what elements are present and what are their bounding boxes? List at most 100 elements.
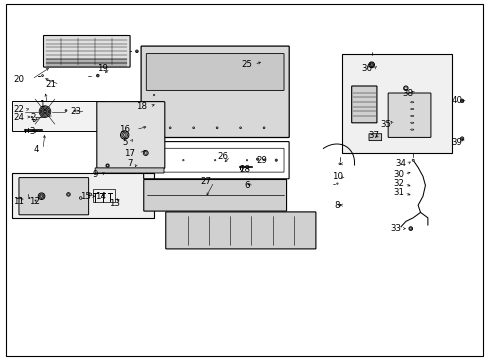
Circle shape [29,197,30,199]
Text: 12: 12 [29,197,40,206]
Text: 37: 37 [368,131,379,140]
Text: 9: 9 [93,170,98,179]
Circle shape [262,66,264,68]
Text: 31: 31 [392,188,403,197]
Circle shape [19,197,20,199]
Ellipse shape [150,68,152,69]
Circle shape [122,132,127,138]
FancyBboxPatch shape [19,177,88,215]
Text: 34: 34 [395,159,406,168]
Circle shape [338,204,340,206]
FancyBboxPatch shape [97,102,164,168]
Text: 20: 20 [13,75,24,84]
Text: 36: 36 [361,64,371,73]
Text: 4: 4 [34,145,40,154]
Text: 35: 35 [380,120,391,129]
Ellipse shape [226,68,228,69]
Circle shape [409,228,411,230]
Ellipse shape [252,68,254,69]
Circle shape [408,227,412,230]
Text: 21: 21 [46,80,57,89]
FancyBboxPatch shape [165,212,315,249]
Circle shape [145,127,147,129]
Text: 17: 17 [124,149,135,158]
Circle shape [44,111,46,113]
Bar [12,101,105,131]
Circle shape [135,50,138,53]
Circle shape [460,100,462,102]
Circle shape [65,110,67,112]
Text: 32: 32 [392,179,403,188]
Circle shape [263,127,264,129]
Text: 26: 26 [217,152,227,161]
Text: 24: 24 [13,112,24,122]
Text: 10: 10 [331,172,342,181]
Circle shape [65,110,66,111]
Text: 25: 25 [241,60,252,69]
Circle shape [246,159,247,161]
Circle shape [97,75,98,76]
Text: 13: 13 [109,199,120,208]
Text: 27: 27 [200,177,210,186]
Ellipse shape [176,68,178,69]
Ellipse shape [201,68,203,69]
Circle shape [369,63,373,67]
Text: 28: 28 [239,165,249,174]
Circle shape [144,152,147,154]
Circle shape [41,108,48,115]
FancyBboxPatch shape [143,180,286,211]
Circle shape [38,193,45,199]
FancyBboxPatch shape [387,93,430,138]
Circle shape [136,51,137,52]
Circle shape [460,137,463,140]
Circle shape [66,193,70,196]
Text: 2: 2 [30,112,36,122]
Text: 22: 22 [13,105,24,114]
Text: 11: 11 [13,197,24,206]
Text: 33: 33 [390,224,401,233]
Ellipse shape [225,67,229,69]
Text: 3: 3 [29,127,35,136]
Text: 16: 16 [119,125,130,134]
Text: 5: 5 [122,138,127,147]
Circle shape [143,150,148,156]
Text: 38: 38 [402,89,413,98]
Text: 19: 19 [97,64,108,73]
Circle shape [192,127,194,129]
FancyBboxPatch shape [146,54,284,90]
Bar [93,189,115,202]
Circle shape [368,62,374,68]
Text: 23: 23 [70,107,81,116]
Circle shape [96,74,99,77]
Circle shape [41,75,43,77]
Ellipse shape [175,67,179,69]
Text: 30: 30 [392,170,403,179]
Circle shape [214,159,215,161]
Text: 18: 18 [136,102,147,111]
Bar [342,54,451,153]
Ellipse shape [251,67,255,69]
Circle shape [31,116,32,118]
FancyBboxPatch shape [351,86,376,123]
Circle shape [120,131,129,139]
Circle shape [123,134,126,136]
Circle shape [169,127,171,129]
Circle shape [336,183,337,184]
Circle shape [460,138,462,140]
Text: 6: 6 [244,181,249,190]
FancyBboxPatch shape [43,36,130,67]
Text: 39: 39 [451,138,462,147]
Circle shape [40,194,43,198]
Circle shape [79,197,82,199]
Text: 14: 14 [95,192,105,201]
FancyBboxPatch shape [368,134,381,141]
Bar [12,173,154,218]
Text: 1: 1 [39,100,44,109]
FancyBboxPatch shape [141,46,288,138]
Circle shape [43,109,47,114]
Circle shape [239,127,241,129]
Circle shape [216,127,218,129]
Circle shape [370,64,372,66]
Text: 40: 40 [451,96,462,105]
Circle shape [67,194,69,195]
